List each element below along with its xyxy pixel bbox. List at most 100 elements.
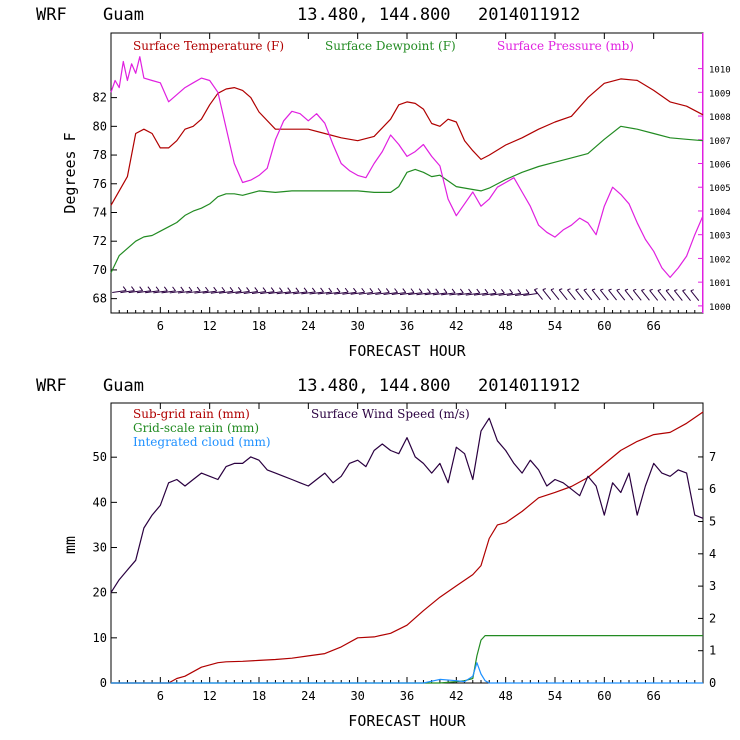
wind-barb	[682, 289, 691, 301]
wind-barb	[408, 288, 423, 296]
wind-barb	[616, 288, 626, 301]
wind-barb	[441, 288, 456, 296]
top-panel: 6 12 18 24 30 36 42 48 54 60 66 68 70 72 74 76 78 80 82 100…	[61, 32, 731, 360]
x-tick-label: 54	[548, 319, 562, 333]
y-tick-label: 74	[93, 205, 107, 219]
series-line-grid-scale-rain-mm	[111, 634, 703, 684]
top-x-axis-label: FORECAST HOUR	[348, 342, 466, 360]
header-coords-2: 13.480, 144.800	[297, 376, 451, 396]
wind-barb	[194, 286, 209, 294]
wind-barb	[367, 288, 382, 295]
bottom-y-axis-label: mm	[61, 536, 79, 554]
x-tick-label: 66	[646, 689, 660, 703]
wind-barb	[657, 288, 667, 301]
wind-barb	[649, 288, 659, 301]
top-series-lines	[110, 56, 704, 278]
y2-tick-label: 6	[709, 482, 716, 496]
wind-barbs	[112, 286, 700, 302]
wind-barb	[473, 288, 489, 296]
legend-surface-wind-speed: Surface Wind Speed (m/s)	[311, 407, 470, 421]
x-tick-label: 30	[350, 689, 364, 703]
wind-barb	[591, 288, 601, 301]
wind-barb	[416, 288, 431, 296]
legend-surface-pressure: Surface Pressure (mb)	[497, 39, 634, 53]
wind-barb	[284, 287, 300, 295]
wind-barb	[641, 288, 650, 301]
header-location: Guam	[103, 5, 144, 25]
wind-barb	[145, 286, 160, 294]
y2-tick-label: 3	[709, 579, 716, 593]
wind-barb	[153, 286, 168, 294]
y2-tick-label: 1005	[709, 184, 731, 194]
series-line-integrated-cloud-mm	[111, 662, 703, 684]
wind-barb	[276, 287, 292, 295]
wind-barb	[161, 286, 176, 294]
wind-barb	[309, 287, 324, 295]
y2-tick-label: 1007	[709, 137, 731, 147]
legend-grid-scale-rain: Grid-scale rain (mm)	[133, 421, 259, 435]
wind-barb	[432, 288, 448, 296]
y-tick-label: 70	[93, 263, 107, 277]
legend-surface-dewpoint: Surface Dewpoint (F)	[325, 39, 456, 53]
wind-barb	[112, 286, 127, 294]
series-line-surface-dewpoint-f	[110, 125, 704, 274]
x-tick-label: 24	[301, 689, 315, 703]
y-tick-label: 80	[93, 119, 107, 133]
wind-barb	[120, 286, 135, 294]
x-tick-label: 6	[157, 319, 164, 333]
y2-tick-label: 1010	[709, 66, 731, 76]
wind-barb	[690, 289, 700, 302]
header-model-2: WRF	[36, 376, 67, 396]
y2-tick-label: 7	[709, 450, 716, 464]
top-ticks: 6 12 18 24 30 36 42 48 54 60 66 68 70 72 74 76 78 80 82 100…	[93, 33, 731, 333]
y-tick-label: 10	[93, 631, 107, 645]
y-tick-label: 0	[100, 676, 107, 690]
legend-surface-temperature: Surface Temperature (F)	[133, 39, 284, 53]
wind-barb	[317, 287, 333, 295]
y-tick-label: 76	[93, 177, 107, 191]
wind-barb	[325, 287, 341, 295]
x-tick-label: 60	[597, 689, 611, 703]
wind-barb	[136, 286, 152, 294]
y2-tick-label: 1004	[709, 208, 731, 218]
x-tick-label: 54	[548, 689, 562, 703]
wind-barb	[550, 288, 560, 301]
legend-integrated-cloud: Integrated cloud (mm)	[133, 435, 271, 449]
wind-barb	[210, 286, 226, 294]
wind-barb	[567, 288, 576, 301]
series-line-surface-wind-speed-m-s	[110, 417, 704, 593]
y-tick-label: 50	[93, 450, 107, 464]
wind-barb	[673, 289, 683, 301]
x-tick-label: 12	[202, 319, 216, 333]
header-init-2: 2014011912	[478, 376, 580, 396]
series-line-surface-pressure-mb	[110, 56, 704, 278]
y2-tick-label: 2	[709, 611, 716, 625]
y-tick-label: 78	[93, 148, 107, 162]
x-tick-label: 36	[400, 689, 414, 703]
wind-barb	[293, 287, 308, 295]
y-tick-label: 30	[93, 541, 107, 555]
wind-barb	[424, 288, 440, 296]
wind-barb	[583, 288, 593, 301]
x-tick-label: 42	[449, 319, 463, 333]
x-tick-label: 48	[498, 689, 512, 703]
wind-barb	[399, 288, 415, 296]
wind-barb	[128, 286, 144, 294]
x-tick-label: 60	[597, 319, 611, 333]
wind-barb	[358, 288, 374, 295]
x-tick-label: 18	[252, 319, 266, 333]
wind-barb	[202, 286, 218, 294]
wind-barb	[243, 287, 259, 294]
x-tick-label: 30	[350, 319, 364, 333]
y2-tick-label: 1001	[709, 279, 731, 289]
wind-barb	[268, 287, 283, 295]
bottom-x-axis-label: FORECAST HOUR	[348, 712, 466, 730]
x-tick-label: 18	[252, 689, 266, 703]
y-tick-label: 72	[93, 234, 107, 248]
wind-barb	[465, 288, 481, 296]
y-tick-label: 20	[93, 586, 107, 600]
wind-barb	[558, 288, 568, 301]
y2-tick-label: 5	[709, 515, 716, 529]
series-line-sub-grid-rain-mm	[111, 411, 704, 684]
